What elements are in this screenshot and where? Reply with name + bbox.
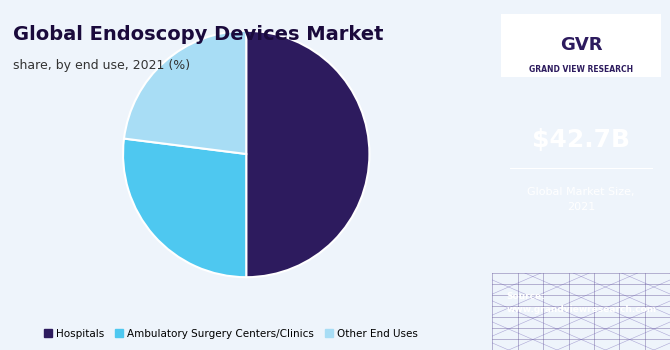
Wedge shape — [246, 31, 369, 277]
Text: GVR: GVR — [560, 36, 602, 55]
Text: Source:
www.grandviewresearch.com: Source: www.grandviewresearch.com — [507, 292, 657, 314]
Text: share, by end use, 2021 (%): share, by end use, 2021 (%) — [13, 60, 190, 72]
Text: Global Market Size,
2021: Global Market Size, 2021 — [527, 188, 635, 211]
FancyBboxPatch shape — [501, 14, 661, 77]
Legend: Hospitals, Ambulatory Surgery Centers/Clinics, Other End Uses: Hospitals, Ambulatory Surgery Centers/Cl… — [40, 324, 422, 343]
Wedge shape — [123, 139, 246, 277]
Text: $42.7B: $42.7B — [532, 128, 630, 152]
Text: GRAND VIEW RESEARCH: GRAND VIEW RESEARCH — [529, 65, 633, 75]
Wedge shape — [124, 31, 247, 154]
Text: Global Endoscopy Devices Market: Global Endoscopy Devices Market — [13, 25, 384, 43]
